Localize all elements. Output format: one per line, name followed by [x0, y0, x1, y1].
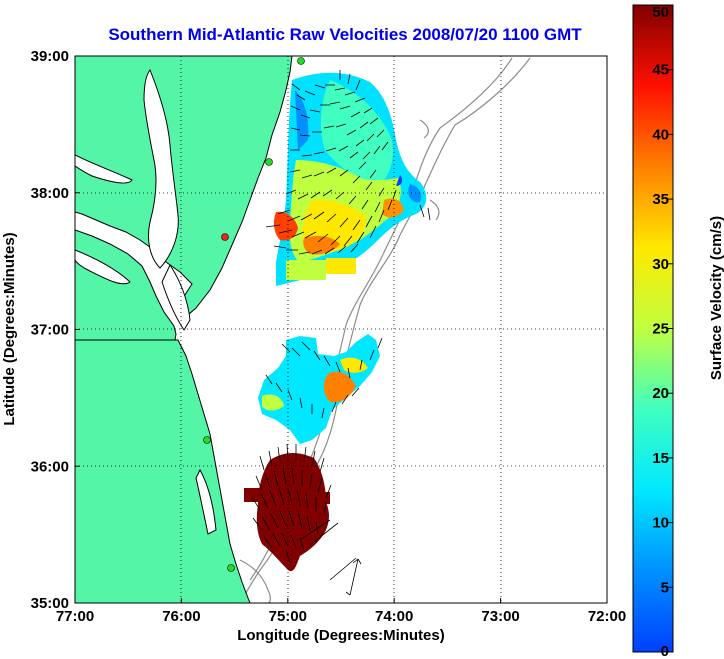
chart-title: Southern Mid-Atlantic Raw Velocities 200…	[108, 25, 582, 44]
colorbar-tick-label: 30	[652, 256, 669, 273]
velocity-field-north	[273, 72, 427, 286]
virginia-nc-land	[75, 339, 251, 603]
colorbar-tick-label: 25	[652, 321, 669, 338]
colorbar-tick-label: 15	[652, 450, 669, 467]
y-tick-label: 38:00	[31, 185, 69, 202]
colorbar-tick-label: 0	[661, 643, 669, 659]
y-tick-label: 36:00	[31, 458, 69, 475]
y-tick-label: 39:00	[31, 48, 69, 65]
colorbar-ticks: 0 5 10 15 20 25 30 35 40 45 50	[652, 4, 673, 659]
colorbar-tick-label: 5	[661, 579, 669, 596]
station-site	[203, 436, 211, 444]
station-site	[265, 158, 273, 166]
colorbar-label: Surface Velocity (cm/s)	[708, 216, 724, 380]
y-tick-label: 37:00	[31, 322, 69, 339]
colorbar-tick-label: 50	[652, 4, 669, 21]
velocity-vectors	[251, 70, 431, 596]
colorbar-tick-label: 45	[652, 62, 669, 79]
x-tick-label: 74:00	[375, 608, 413, 625]
x-axis-label: Longitude (Degrees:Minutes)	[237, 627, 445, 644]
x-tick-label: 75:00	[269, 608, 307, 625]
land-masses	[75, 56, 293, 603]
chesapeake-bay	[75, 69, 217, 535]
station-site	[227, 564, 235, 572]
colorbar-tick-label: 20	[652, 385, 669, 402]
y-axis-label: Latitude (Degrees:Minutes)	[1, 232, 18, 425]
colorbar-tick-label: 35	[652, 191, 669, 208]
station-site	[221, 233, 229, 241]
x-axis-ticks: 77:00 76:00 75:00 74:00 73:00 72:00	[56, 598, 626, 625]
y-tick-label: 35:00	[31, 595, 69, 612]
radar-station-sites	[203, 57, 305, 572]
y-axis-ticks: 35:00 36:00 37:00 38:00 39:00	[31, 48, 80, 612]
colorbar	[632, 4, 674, 653]
x-tick-label: 72:00	[588, 608, 626, 625]
x-tick-label: 73:00	[481, 608, 519, 625]
x-tick-label: 77:00	[56, 608, 94, 625]
grid-lines	[75, 56, 607, 603]
station-site	[297, 57, 305, 65]
colorbar-tick-label: 10	[652, 515, 669, 532]
colorbar-tick-label: 40	[652, 126, 669, 143]
x-tick-label: 76:00	[162, 608, 200, 625]
